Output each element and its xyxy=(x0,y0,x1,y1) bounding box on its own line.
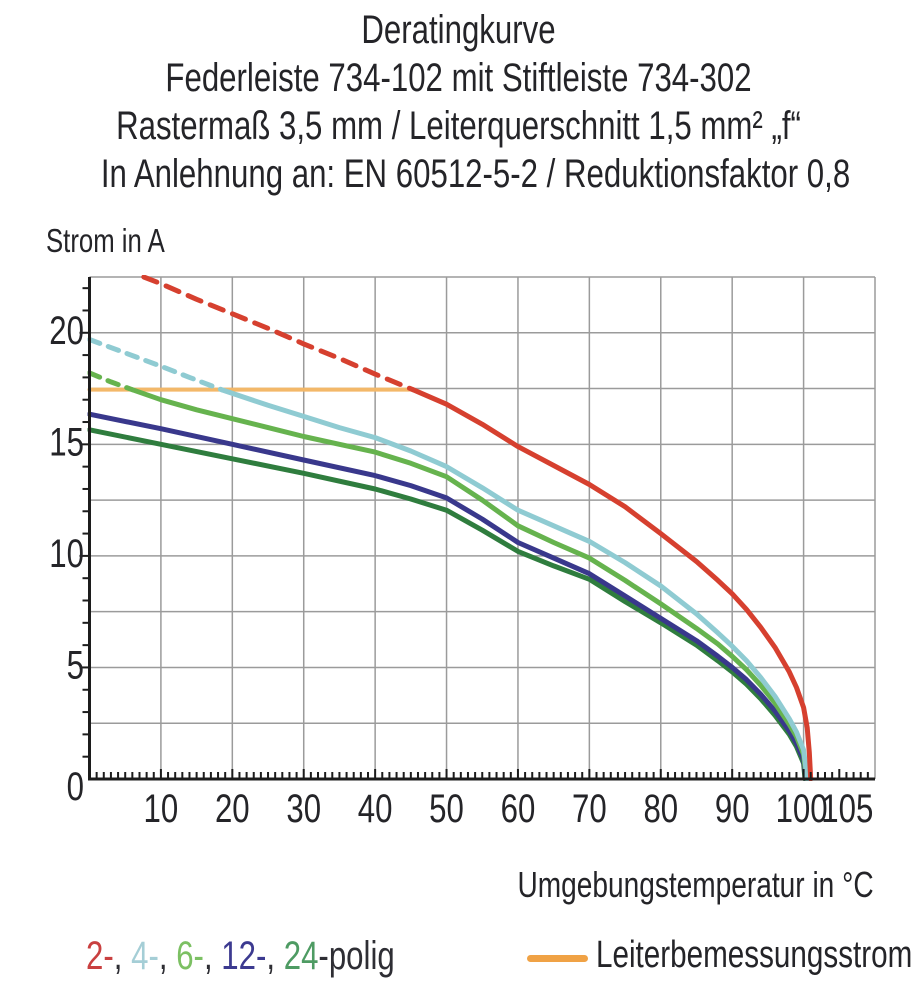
svg-text:30: 30 xyxy=(286,786,321,831)
series-curves xyxy=(87,275,814,781)
svg-text:10: 10 xyxy=(144,786,179,831)
series-6-polig-solid xyxy=(129,387,809,781)
svg-text:20: 20 xyxy=(49,308,84,353)
svg-text:15: 15 xyxy=(49,420,84,465)
legend-pole-4: 4- xyxy=(131,934,159,978)
title-line-2: Federleiste 734-102 mit Stiftleiste 734-… xyxy=(165,56,752,100)
svg-text:90: 90 xyxy=(715,786,750,831)
legend-pole-24: 24 xyxy=(283,934,319,978)
svg-text:5: 5 xyxy=(67,643,84,688)
svg-text:40: 40 xyxy=(358,786,393,831)
legend-separator: , xyxy=(113,934,132,978)
y-tick-0: 0 xyxy=(67,764,84,809)
title-block: Deratingkurve Federleiste 734-102 mit St… xyxy=(0,6,917,198)
series-4-polig-solid xyxy=(219,387,810,781)
svg-text:80: 80 xyxy=(643,786,678,831)
rated-current-line-swatch xyxy=(527,955,588,962)
y-tick-10: 10 xyxy=(49,531,84,576)
series-4-polig-dashed xyxy=(87,337,225,393)
y-axis-title: Strom in A xyxy=(46,222,165,259)
title-line-1: Deratingkurve xyxy=(361,8,556,52)
x-tick-30: 30 xyxy=(286,786,321,831)
x-tick-105: 105 xyxy=(821,786,873,831)
x-axis-title-text: Umgebungstemperatur in °C xyxy=(517,864,874,905)
svg-text:0: 0 xyxy=(67,764,84,809)
x-tick-70: 70 xyxy=(572,786,607,831)
y-tick-15: 15 xyxy=(49,420,84,465)
x-tick-80: 80 xyxy=(643,786,678,831)
svg-text:100: 100 xyxy=(776,786,828,831)
x-tick-50: 50 xyxy=(429,786,464,831)
x-axis-title: Umgebungstemperatur in °C xyxy=(0,864,874,906)
x-tick-40: 40 xyxy=(358,786,393,831)
series-2-polig-dashed xyxy=(141,275,416,393)
axes xyxy=(88,277,875,781)
y-tick-5: 5 xyxy=(67,643,84,688)
svg-text:10: 10 xyxy=(49,531,84,576)
title-line-3: Rastermaß 3,5 mm / Leiterquerschnitt 1,5… xyxy=(116,104,801,148)
svg-text:50: 50 xyxy=(429,786,464,831)
legend-poles-suffix: -polig xyxy=(318,934,395,978)
y-tick-20: 20 xyxy=(49,308,84,353)
axis-ticks xyxy=(79,287,869,778)
svg-text:70: 70 xyxy=(572,786,607,831)
series-6-polig-dashed xyxy=(87,370,135,393)
x-tick-60: 60 xyxy=(501,786,536,831)
legend-pole-6: 6- xyxy=(176,934,204,978)
x-tick-90: 90 xyxy=(715,786,750,831)
legend-pole-12: 12- xyxy=(221,934,267,978)
svg-text:60: 60 xyxy=(501,786,536,831)
x-tick-100: 100 xyxy=(776,786,828,831)
svg-text:20: 20 xyxy=(215,786,250,831)
rated-current-label: Leiterbemessungsstrom xyxy=(596,934,913,976)
legend-separator: , xyxy=(266,934,284,978)
svg-text:105: 105 xyxy=(821,786,873,831)
legend-pole-2: 2- xyxy=(86,934,114,978)
x-tick-10: 10 xyxy=(144,786,179,831)
legend-separator: , xyxy=(203,934,222,978)
poles-legend: 2-, 4-, 6-, 12-, 24-polig xyxy=(86,934,395,979)
x-tick-20: 20 xyxy=(215,786,250,831)
title-line-4: In Anlehnung an: EN 60512-5-2 / Reduktio… xyxy=(100,152,851,196)
series-12-polig-solid xyxy=(87,411,809,781)
series-2-polig-solid xyxy=(410,387,814,781)
legend-separator: , xyxy=(158,934,177,978)
